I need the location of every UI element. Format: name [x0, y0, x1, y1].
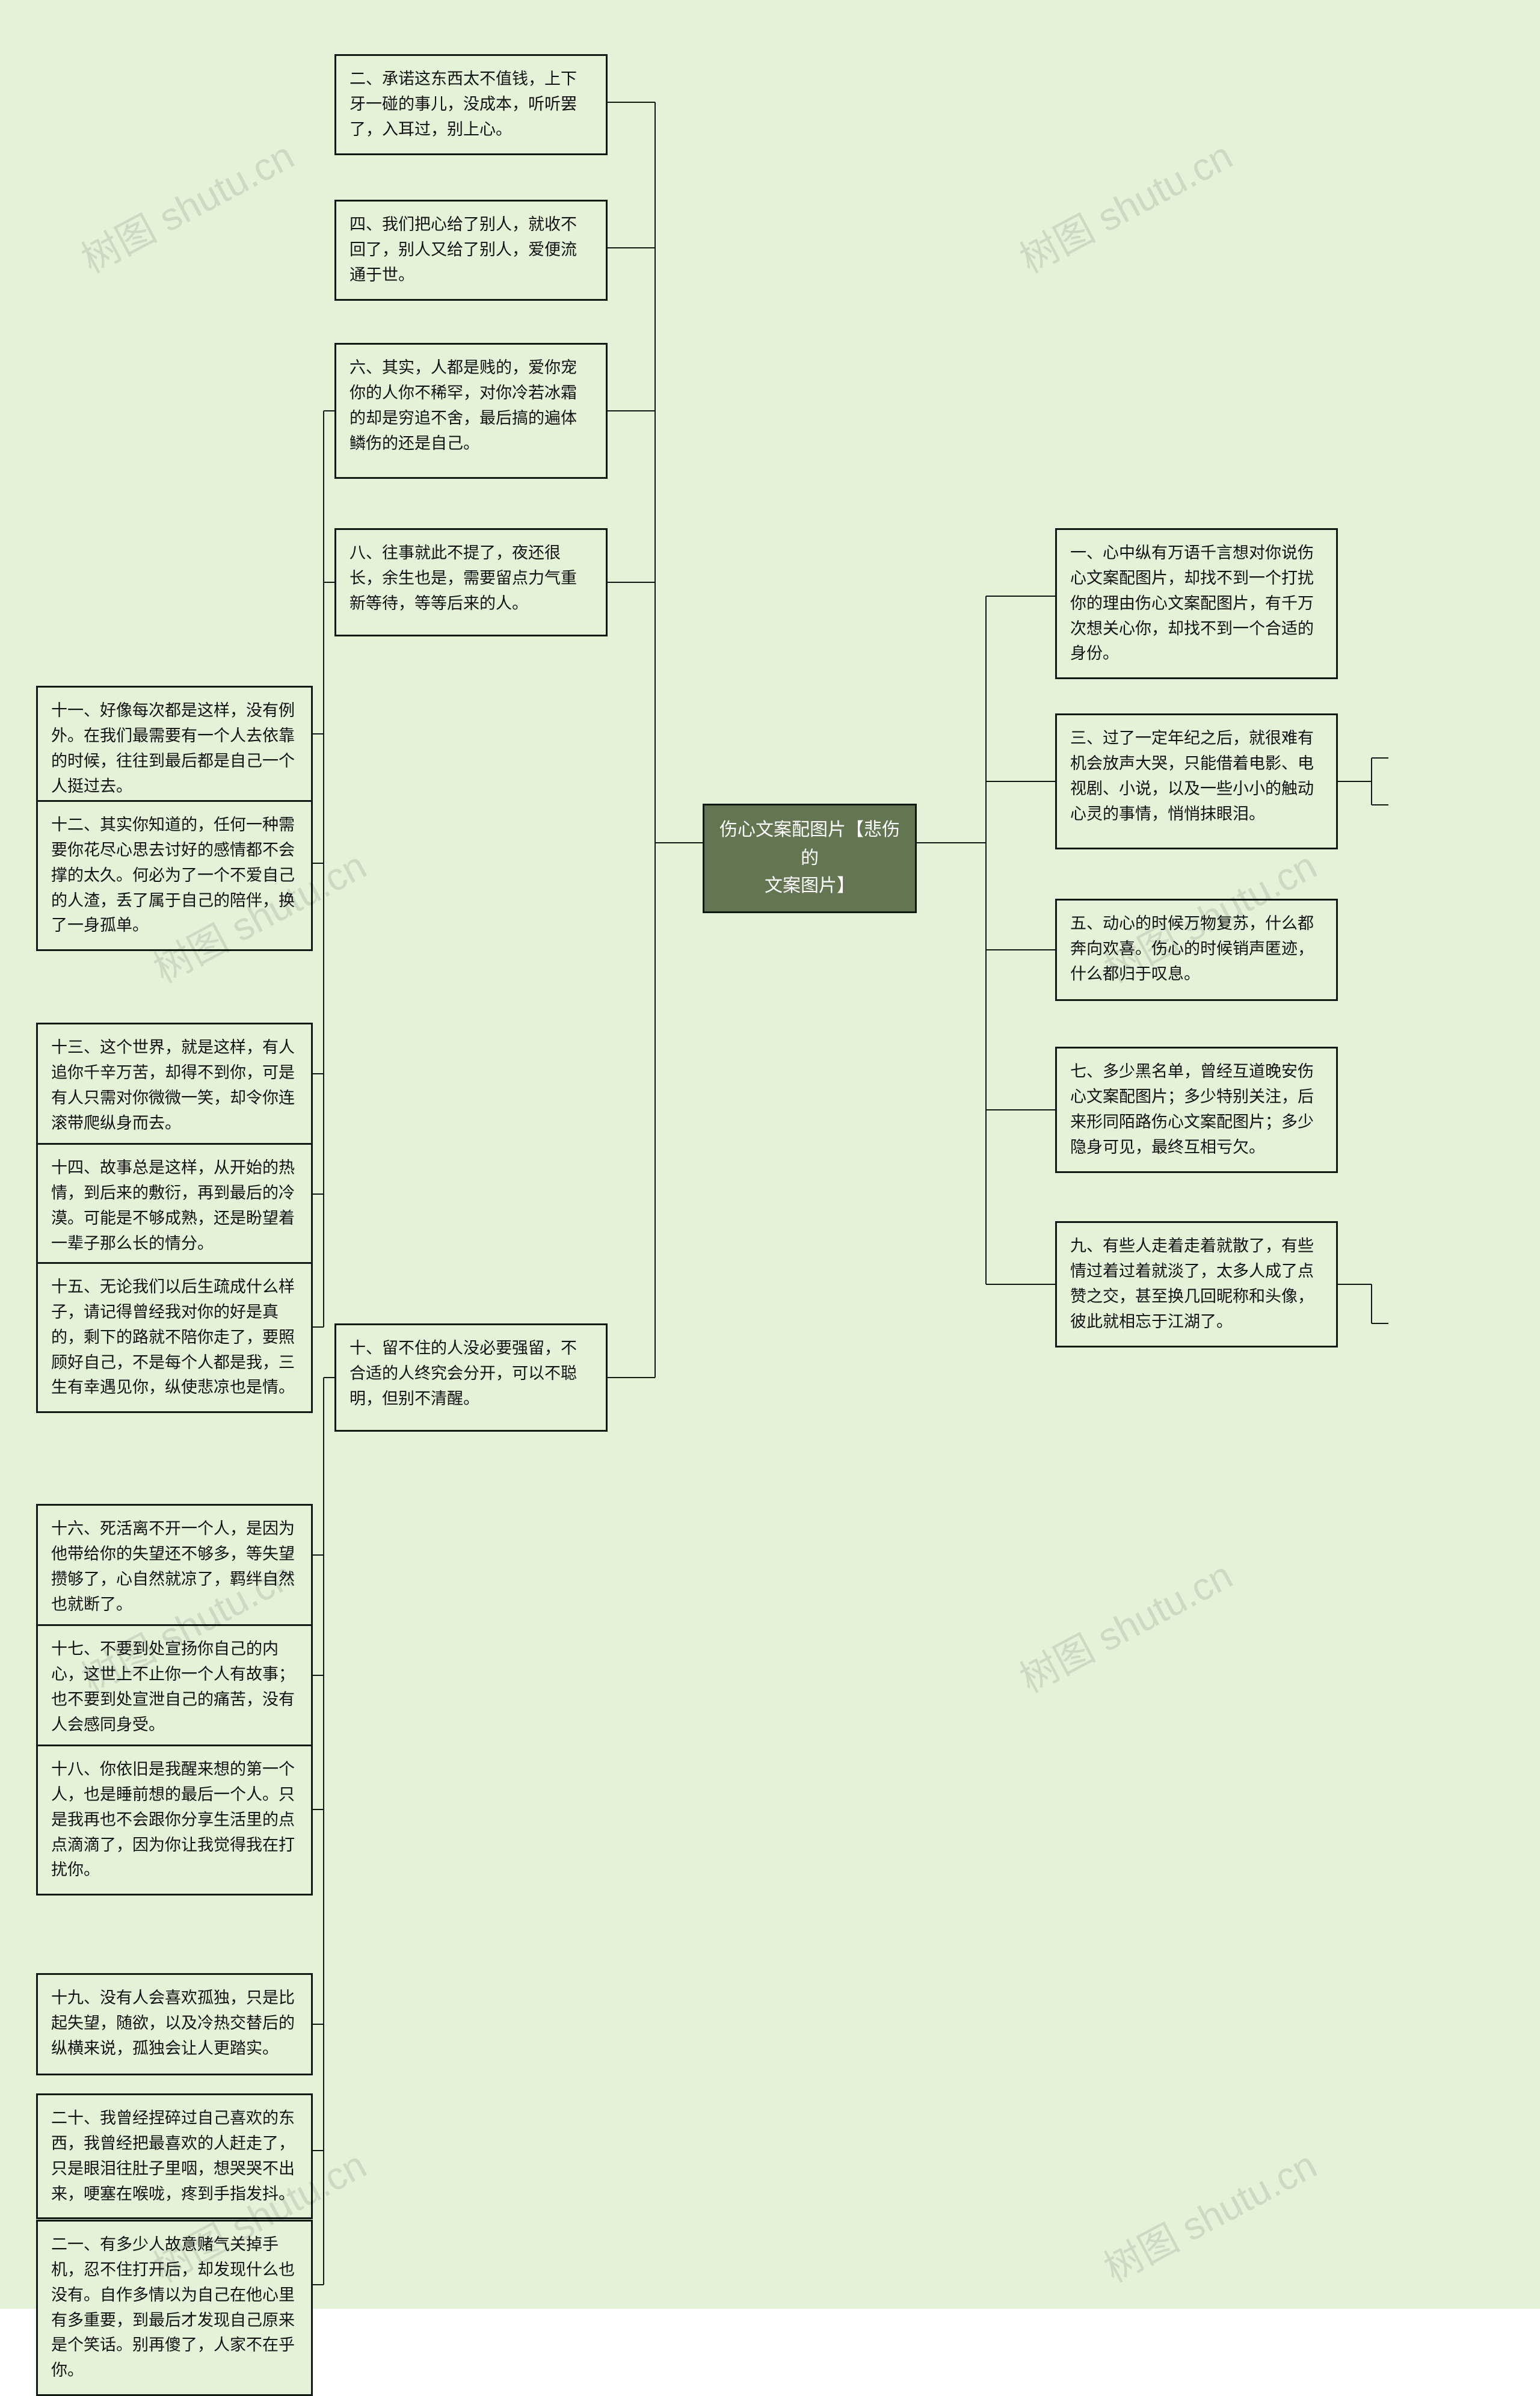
node-text: 六、其实，人都是贱的，爱你宠你的人你不稀罕，对你冷若冰霜的却是穷追不舍，最后搞的…	[350, 359, 577, 452]
node-text: 十九、没有人会喜欢孤独，只是比起失望，随欲，以及冷热交替后的纵横来说，孤独会让人…	[51, 1989, 295, 2057]
node-text: 八、往事就此不提了，夜还很长，余生也是，需要留点力气重新等待，等等后来的人。	[350, 544, 577, 612]
watermark: 树图 shutu.cn	[1093, 2135, 1325, 2293]
node-text: 十六、死活离不开一个人，是因为他带给你的失望还不够多，等失望攒够了，心自然就凉了…	[51, 1520, 295, 1613]
mindmap-node[interactable]: 十九、没有人会喜欢孤独，只是比起失望，随欲，以及冷热交替后的纵横来说，孤独会让人…	[36, 1973, 313, 2075]
node-text: 二一、有多少人故意赌气关掉手机，忍不住打开后，却发现什么也没有。自作多情以为自己…	[51, 2235, 295, 2379]
watermark: 树图 shutu.cn	[1009, 126, 1241, 284]
node-text: 一、心中纵有万语千言想对你说伤心文案配图片，却找不到一个打扰你的理由伤心文案配图…	[1070, 544, 1314, 662]
mindmap-root-node[interactable]: 伤心文案配图片【悲伤的 文案图片】	[703, 804, 917, 913]
mindmap-node[interactable]: 十六、死活离不开一个人，是因为他带给你的失望还不够多，等失望攒够了，心自然就凉了…	[36, 1504, 313, 1630]
node-text: 十一、好像每次都是这样，没有例外。在我们最需要有一个人去依靠的时候，往往到最后都…	[51, 701, 295, 795]
mindmap-node[interactable]: 十三、这个世界，就是这样，有人追你千辛万苦，却得不到你，可是有人只需对你微微一笑…	[36, 1023, 313, 1148]
mindmap-node[interactable]: 十、留不住的人没必要强留，不合适的人终究会分开，可以不聪明，但别不清醒。	[334, 1323, 608, 1432]
node-text: 伤心文案配图片【悲伤的 文案图片】	[718, 816, 902, 901]
node-text: 三、过了一定年纪之后，就很难有机会放声大哭，只能借着电影、电视剧、小说，以及一些…	[1070, 729, 1314, 823]
mindmap-canvas: 伤心文案配图片【悲伤的 文案图片】 二、承诺这东西太不值钱，上下牙一碰的事儿，没成…	[0, 0, 1540, 2309]
watermark: 树图 shutu.cn	[1009, 1545, 1241, 1704]
node-text: 十四、故事总是这样，从开始的热情，到后来的敷衍，再到最后的冷漠。可能是不够成熟，…	[51, 1159, 295, 1252]
node-text: 十五、无论我们以后生疏成什么样子，请记得曾经我对你的好是真的，剩下的路就不陪你走…	[51, 1278, 295, 1396]
mindmap-node[interactable]: 七、多少黑名单，曾经互道晚安伤心文案配图片；多少特别关注，后来形同陌路伤心文案配…	[1055, 1047, 1338, 1173]
watermark: 树图 shutu.cn	[70, 126, 303, 284]
mindmap-node[interactable]: 二十、我曾经捏碎过自己喜欢的东西，我曾经把最喜欢的人赶走了，只是眼泪往肚子里咽，…	[36, 2093, 313, 2219]
mindmap-node[interactable]: 十五、无论我们以后生疏成什么样子，请记得曾经我对你的好是真的，剩下的路就不陪你走…	[36, 1262, 313, 1413]
mindmap-node[interactable]: 八、往事就此不提了，夜还很长，余生也是，需要留点力气重新等待，等等后来的人。	[334, 528, 608, 636]
mindmap-node[interactable]: 十四、故事总是这样，从开始的热情，到后来的敷衍，再到最后的冷漠。可能是不够成熟，…	[36, 1143, 313, 1269]
mindmap-node[interactable]: 四、我们把心给了别人，就收不回了，别人又给了别人，爱便流通于世。	[334, 200, 608, 301]
node-text: 四、我们把心给了别人，就收不回了，别人又给了别人，爱便流通于世。	[350, 215, 577, 284]
mindmap-node[interactable]: 十一、好像每次都是这样，没有例外。在我们最需要有一个人去依靠的时候，往往到最后都…	[36, 686, 313, 811]
node-text: 十、留不住的人没必要强留，不合适的人终究会分开，可以不聪明，但别不清醒。	[350, 1339, 577, 1408]
mindmap-node[interactable]: 五、动心的时候万物复苏，什么都奔向欢喜。伤心的时候销声匿迹，什么都归于叹息。	[1055, 899, 1338, 1001]
node-text: 十三、这个世界，就是这样，有人追你千辛万苦，却得不到你，可是有人只需对你微微一笑…	[51, 1038, 295, 1132]
node-text: 十八、你依旧是我醒来想的第一个人，也是睡前想的最后一个人。只是我再也不会跟你分享…	[51, 1760, 295, 1879]
mindmap-node[interactable]: 三、过了一定年纪之后，就很难有机会放声大哭，只能借着电影、电视剧、小说，以及一些…	[1055, 713, 1338, 849]
node-text: 二十、我曾经捏碎过自己喜欢的东西，我曾经把最喜欢的人赶走了，只是眼泪往肚子里咽，…	[51, 2109, 295, 2203]
node-text: 十二、其实你知道的，任何一种需要你花尽心思去讨好的感情都不会撑的太久。何必为了一…	[51, 816, 295, 934]
node-text: 九、有些人走着走着就散了，有些情过着过着就淡了，太多人成了点赞之交，甚至换几回昵…	[1070, 1237, 1314, 1331]
node-text: 七、多少黑名单，曾经互道晚安伤心文案配图片；多少特别关注，后来形同陌路伤心文案配…	[1070, 1062, 1314, 1156]
mindmap-node[interactable]: 二、承诺这东西太不值钱，上下牙一碰的事儿，没成本，听听罢了，入耳过，别上心。	[334, 54, 608, 155]
mindmap-node[interactable]: 九、有些人走着走着就散了，有些情过着过着就淡了，太多人成了点赞之交，甚至换几回昵…	[1055, 1221, 1338, 1347]
mindmap-node[interactable]: 十八、你依旧是我醒来想的第一个人，也是睡前想的最后一个人。只是我再也不会跟你分享…	[36, 1745, 313, 1896]
mindmap-node[interactable]: 二一、有多少人故意赌气关掉手机，忍不住打开后，却发现什么也没有。自作多情以为自己…	[36, 2220, 313, 2396]
mindmap-node[interactable]: 十二、其实你知道的，任何一种需要你花尽心思去讨好的感情都不会撑的太久。何必为了一…	[36, 800, 313, 951]
node-text: 十七、不要到处宣扬你自己的内心，这世上不止你一个人有故事；也不要到处宣泄自己的痛…	[51, 1640, 295, 1734]
mindmap-node[interactable]: 一、心中纵有万语千言想对你说伤心文案配图片，却找不到一个打扰你的理由伤心文案配图…	[1055, 528, 1338, 679]
mindmap-node[interactable]: 六、其实，人都是贱的，爱你宠你的人你不稀罕，对你冷若冰霜的却是穷追不舍，最后搞的…	[334, 343, 608, 479]
mindmap-node[interactable]: 十七、不要到处宣扬你自己的内心，这世上不止你一个人有故事；也不要到处宣泄自己的痛…	[36, 1624, 313, 1750]
node-text: 五、动心的时候万物复苏，什么都奔向欢喜。伤心的时候销声匿迹，什么都归于叹息。	[1070, 914, 1314, 983]
node-text: 二、承诺这东西太不值钱，上下牙一碰的事儿，没成本，听听罢了，入耳过，别上心。	[350, 70, 577, 138]
